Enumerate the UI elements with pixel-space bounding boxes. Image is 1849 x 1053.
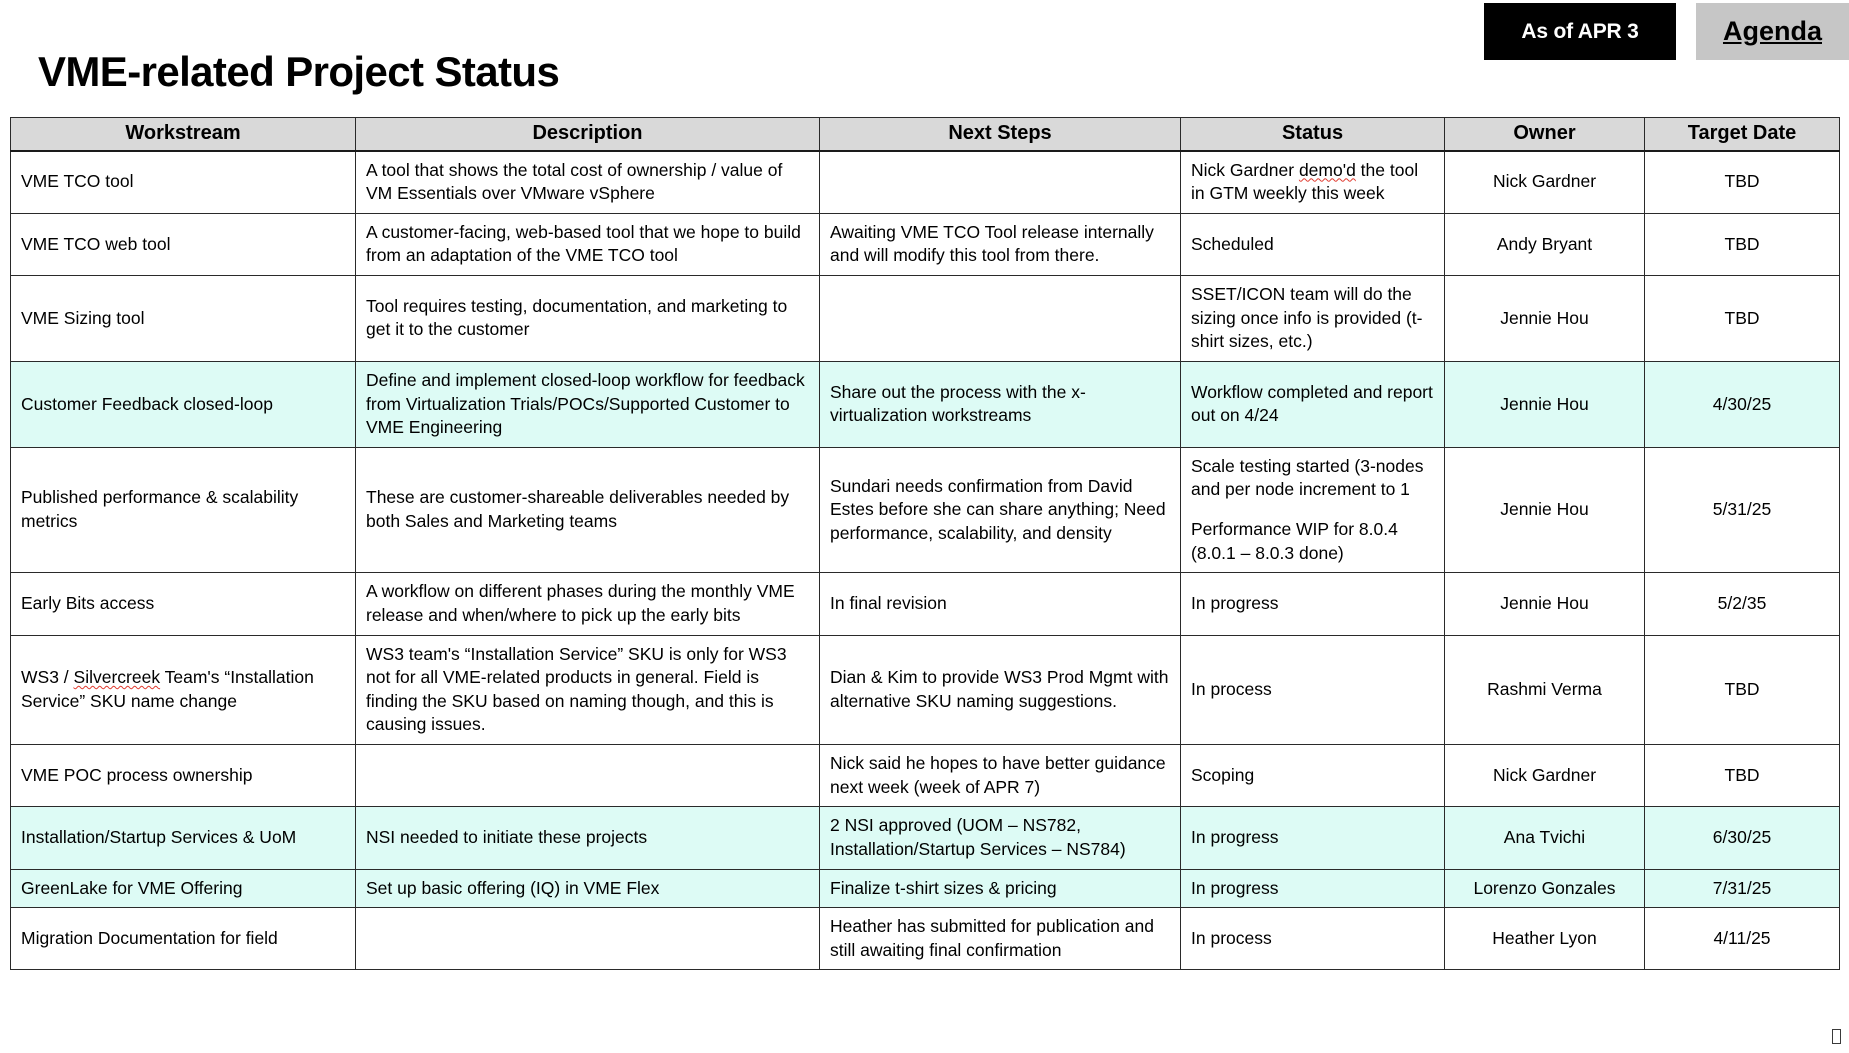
cell-next-steps[interactable]: [819, 275, 1181, 362]
table-resize-handle[interactable]: [1832, 1029, 1841, 1044]
table-row: Customer Feedback closed-loop Define and …: [10, 360, 1840, 448]
cell-owner[interactable]: Jennie Hou: [1444, 360, 1645, 448]
cell-next-steps[interactable]: Sundari needs confirmation from David Es…: [819, 446, 1181, 574]
cell-owner[interactable]: Heather Lyon: [1444, 907, 1645, 971]
cell-next-steps[interactable]: Awaiting VME TCO Tool release internally…: [819, 212, 1181, 277]
cell-next-steps[interactable]: [819, 150, 1181, 214]
cell-owner[interactable]: Lorenzo Gonzales: [1444, 868, 1645, 909]
table-row: Migration Documentation for field Heather…: [10, 907, 1840, 971]
cell-target-date[interactable]: 5/31/25: [1644, 446, 1840, 574]
agenda-button[interactable]: Agenda: [1696, 3, 1849, 60]
cell-description[interactable]: A workflow on different phases during th…: [355, 572, 820, 636]
column-header-next-steps[interactable]: Next Steps: [819, 117, 1181, 152]
cell-status[interactable]: Scoping: [1180, 743, 1445, 808]
table-header-row: Workstream Description Next Steps Status…: [10, 117, 1840, 152]
cell-owner[interactable]: Jennie Hou: [1444, 275, 1645, 362]
cell-status[interactable]: In process: [1180, 907, 1445, 971]
cell-next-steps[interactable]: Finalize t-shirt sizes & pricing: [819, 868, 1181, 909]
cell-status[interactable]: Scale testing started (3-nodes and per n…: [1180, 446, 1445, 574]
cell-owner[interactable]: Ana Tvichi: [1444, 806, 1645, 870]
cell-target-date[interactable]: TBD: [1644, 212, 1840, 277]
cell-target-date[interactable]: 5/2/35: [1644, 572, 1840, 636]
table-row: VME TCO tool A tool that shows the total …: [10, 150, 1840, 214]
cell-workstream[interactable]: VME TCO tool: [10, 150, 356, 214]
table-row: Published performance & scalability metr…: [10, 446, 1840, 574]
cell-description[interactable]: A customer-facing, web-based tool that w…: [355, 212, 820, 277]
cell-next-steps[interactable]: Share out the process with the x-virtual…: [819, 360, 1181, 448]
cell-status[interactable]: In process: [1180, 634, 1445, 745]
cell-workstream[interactable]: Early Bits access: [10, 572, 356, 636]
cell-owner[interactable]: Andy Bryant: [1444, 212, 1645, 277]
cell-target-date[interactable]: TBD: [1644, 743, 1840, 808]
cell-target-date[interactable]: TBD: [1644, 634, 1840, 745]
table-row: VME POC process ownership Nick said he ho…: [10, 743, 1840, 808]
cell-owner[interactable]: Nick Gardner: [1444, 150, 1645, 214]
cell-status[interactable]: In progress: [1180, 806, 1445, 870]
cell-next-steps[interactable]: Nick said he hopes to have better guidan…: [819, 743, 1181, 808]
cell-workstream[interactable]: GreenLake for VME Offering: [10, 868, 356, 909]
cell-status[interactable]: In progress: [1180, 868, 1445, 909]
column-header-target-date[interactable]: Target Date: [1644, 117, 1840, 152]
cell-description[interactable]: WS3 team's “Installation Service” SKU is…: [355, 634, 820, 745]
cell-workstream[interactable]: Published performance & scalability metr…: [10, 446, 356, 574]
cell-owner[interactable]: Rashmi Verma: [1444, 634, 1645, 745]
table-row: Installation/Startup Services & UoM NSI n…: [10, 806, 1840, 870]
cell-description[interactable]: Define and implement closed-loop workflo…: [355, 360, 820, 448]
cell-workstream[interactable]: VME TCO web tool: [10, 212, 356, 277]
cell-workstream[interactable]: VME POC process ownership: [10, 743, 356, 808]
column-header-workstream[interactable]: Workstream: [10, 117, 356, 152]
cell-status[interactable]: Nick Gardner demo'd the tool in GTM week…: [1180, 150, 1445, 214]
cell-description[interactable]: Set up basic offering (IQ) in VME Flex: [355, 868, 820, 909]
cell-status[interactable]: Workflow completed and report out on 4/2…: [1180, 360, 1445, 448]
cell-target-date[interactable]: 7/31/25: [1644, 868, 1840, 909]
cell-workstream[interactable]: Installation/Startup Services & UoM: [10, 806, 356, 870]
cell-owner[interactable]: Nick Gardner: [1444, 743, 1645, 808]
table-row: VME Sizing tool Tool requires testing, do…: [10, 275, 1840, 362]
cell-workstream[interactable]: VME Sizing tool: [10, 275, 356, 362]
table-row: WS3 / Silvercreek Team's “Installation S…: [10, 634, 1840, 745]
cell-owner[interactable]: Jennie Hou: [1444, 446, 1645, 574]
cell-description[interactable]: [355, 907, 820, 971]
cell-next-steps[interactable]: In final revision: [819, 572, 1181, 636]
table-row: GreenLake for VME Offering Set up basic o…: [10, 868, 1840, 909]
cell-workstream[interactable]: WS3 / Silvercreek Team's “Installation S…: [10, 634, 356, 745]
cell-description[interactable]: A tool that shows the total cost of owne…: [355, 150, 820, 214]
cell-next-steps[interactable]: Heather has submitted for publication an…: [819, 907, 1181, 971]
cell-status[interactable]: In progress: [1180, 572, 1445, 636]
page-title: VME-related Project Status: [38, 48, 560, 95]
agenda-button-label: Agenda: [1722, 16, 1822, 46]
cell-next-steps[interactable]: Dian & Kim to provide WS3 Prod Mgmt with…: [819, 634, 1181, 745]
table-row: Early Bits access A workflow on different…: [10, 572, 1840, 636]
cell-owner[interactable]: Jennie Hou: [1444, 572, 1645, 636]
cell-target-date[interactable]: 6/30/25: [1644, 806, 1840, 870]
cell-description[interactable]: These are customer-shareable deliverable…: [355, 446, 820, 574]
table-body: VME TCO tool A tool that shows the total …: [10, 150, 1840, 971]
cell-workstream[interactable]: Customer Feedback closed-loop: [10, 360, 356, 448]
as-of-date-label: As of APR 3: [1521, 19, 1639, 43]
cell-next-steps[interactable]: 2 NSI approved (UOM – NS782, Installatio…: [819, 806, 1181, 870]
cell-target-date[interactable]: 4/11/25: [1644, 907, 1840, 971]
column-header-owner[interactable]: Owner: [1444, 117, 1645, 152]
column-header-description[interactable]: Description: [355, 117, 820, 152]
project-status-table: Workstream Description Next Steps Status…: [10, 117, 1840, 971]
cell-status[interactable]: Scheduled: [1180, 212, 1445, 277]
column-header-status[interactable]: Status: [1180, 117, 1445, 152]
cell-description[interactable]: [355, 743, 820, 808]
table-row: VME TCO web tool A customer-facing, web-b…: [10, 212, 1840, 277]
cell-description[interactable]: NSI needed to initiate these projects: [355, 806, 820, 870]
cell-target-date[interactable]: 4/30/25: [1644, 360, 1840, 448]
cell-target-date[interactable]: TBD: [1644, 150, 1840, 214]
as-of-date-badge: As of APR 3: [1484, 3, 1676, 60]
cell-target-date[interactable]: TBD: [1644, 275, 1840, 362]
cell-status[interactable]: SSET/ICON team will do the sizing once i…: [1180, 275, 1445, 362]
cell-description[interactable]: Tool requires testing, documentation, an…: [355, 275, 820, 362]
cell-workstream[interactable]: Migration Documentation for field: [10, 907, 356, 971]
